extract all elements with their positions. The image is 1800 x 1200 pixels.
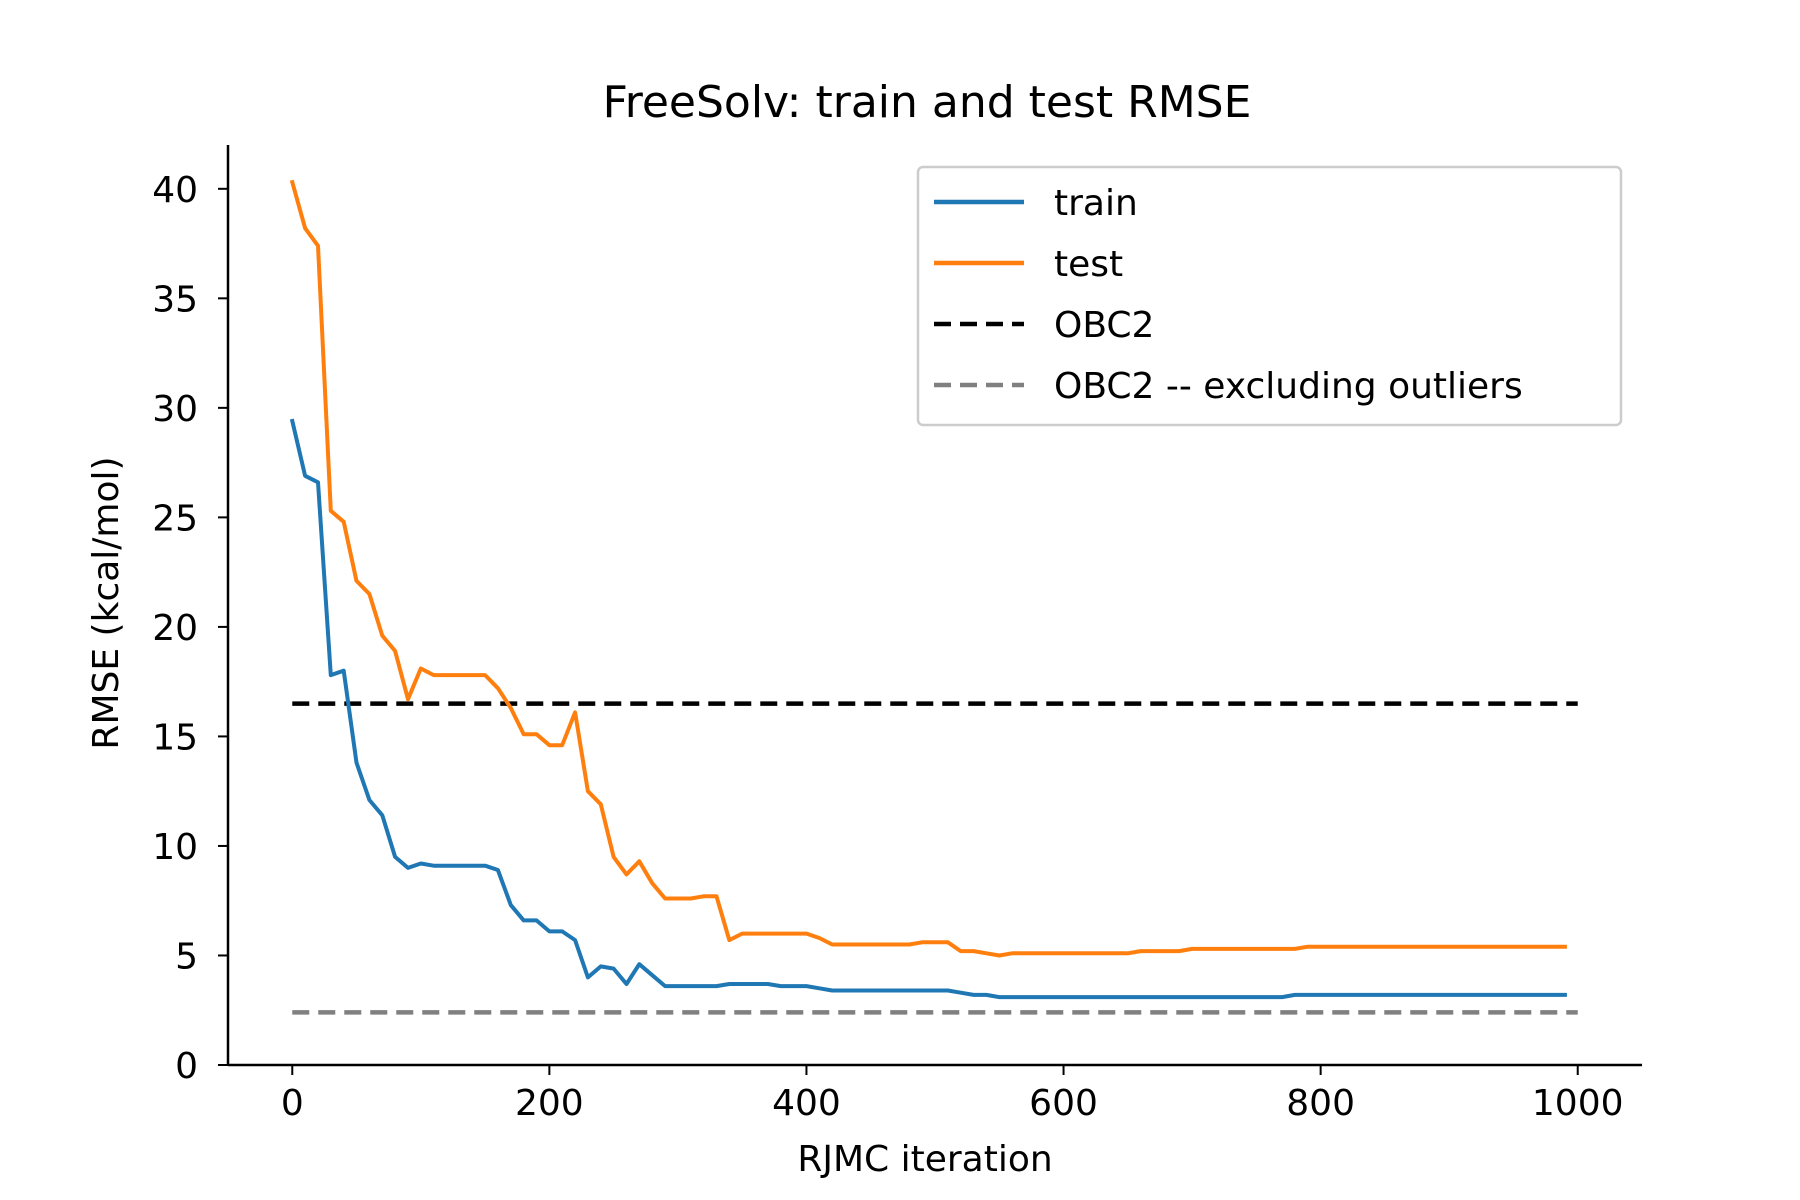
- y-tick-label: 5: [175, 936, 198, 977]
- legend: train test OBC2 OBC2 -- excluding outliers: [916, 165, 1623, 427]
- y-tick-label: 25: [152, 498, 198, 539]
- x-tick-label: 800: [1286, 1083, 1355, 1124]
- y-tick-label: 20: [152, 608, 198, 649]
- x-tick-label: 600: [1029, 1083, 1098, 1124]
- x-axis-label: RJMC iteration: [797, 1139, 1052, 1180]
- x-tick-label: 200: [515, 1083, 584, 1124]
- legend-label: OBC2: [1054, 305, 1154, 346]
- legend-label: OBC2 -- excluding outliers: [1054, 366, 1523, 407]
- y-tick-label: 0: [175, 1046, 198, 1087]
- y-axis-label: RMSE (kcal/mol): [86, 456, 127, 749]
- series-line-train: [289, 418, 1567, 1000]
- chart-title: FreeSolv: train and test RMSE: [603, 77, 1252, 128]
- plot-area: 0 200 400 600 800 1000 0 5 10 15 20 25 30 35 40: [152, 145, 1642, 1124]
- y-tick-label: 35: [152, 279, 198, 320]
- legend-box: [916, 165, 1623, 427]
- y-tick-label: 40: [152, 170, 198, 211]
- y-tick-label: 30: [152, 389, 198, 430]
- series-line-test: [289, 179, 1567, 958]
- y-tick-label: 10: [152, 827, 198, 868]
- x-tick-label: 1000: [1532, 1083, 1624, 1124]
- y-tick-label: 15: [152, 717, 198, 758]
- legend-label: train: [1054, 183, 1138, 224]
- legend-label: test: [1054, 244, 1123, 285]
- x-tick-label: 0: [281, 1083, 304, 1124]
- x-tick-label: 400: [772, 1083, 841, 1124]
